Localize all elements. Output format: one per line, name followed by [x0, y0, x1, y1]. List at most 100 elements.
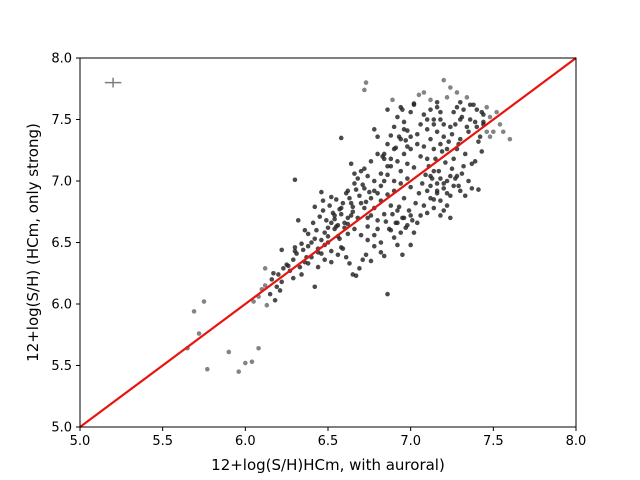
data-point	[385, 172, 390, 178]
data-point	[327, 203, 332, 208]
data-point	[433, 156, 438, 162]
data-point	[438, 176, 443, 181]
data-point	[416, 191, 422, 196]
data-point	[358, 200, 364, 206]
data-point	[388, 227, 394, 233]
data-point	[431, 146, 437, 152]
data-point	[434, 129, 440, 135]
data-point	[360, 182, 366, 187]
x-axis-label: 12+log(S/H)HCm, with auroral)	[211, 456, 445, 474]
data-point	[408, 134, 413, 140]
data-point	[454, 173, 460, 179]
data-point	[462, 151, 468, 157]
data-point	[309, 240, 314, 245]
data-point	[367, 189, 372, 195]
data-point	[403, 138, 409, 143]
data-point	[297, 264, 303, 270]
data-point	[423, 172, 428, 178]
data-point	[348, 161, 354, 167]
x-tick-label: 6.5	[318, 434, 339, 449]
data-point	[457, 136, 463, 142]
data-point	[401, 195, 407, 201]
data-point	[388, 133, 394, 138]
data-point	[371, 243, 377, 249]
data-point	[290, 275, 296, 281]
data-point	[205, 366, 210, 372]
data-point	[371, 178, 377, 184]
data-point	[371, 188, 377, 194]
data-point	[236, 369, 242, 374]
data-point	[305, 243, 311, 249]
data-point	[357, 193, 362, 199]
data-point	[405, 161, 410, 167]
data-point	[438, 213, 443, 218]
data-point	[391, 178, 397, 184]
data-point	[459, 171, 465, 176]
data-point	[421, 112, 427, 117]
data-point	[243, 360, 248, 366]
data-point	[416, 92, 422, 98]
data-point	[472, 119, 478, 125]
data-point	[279, 247, 285, 253]
data-point	[398, 168, 404, 174]
data-point	[362, 87, 367, 93]
x-tick-label: 8.0	[566, 434, 587, 449]
data-point	[375, 218, 380, 223]
data-point	[362, 205, 367, 211]
data-point	[363, 80, 369, 85]
data-point	[320, 208, 326, 213]
error-bar-layer	[104, 77, 122, 88]
data-point	[443, 160, 448, 165]
data-point	[350, 204, 356, 210]
data-point	[418, 213, 423, 218]
data-point	[466, 129, 471, 135]
data-point	[375, 134, 380, 140]
data-point	[477, 134, 483, 140]
data-point	[368, 213, 374, 218]
data-point	[484, 104, 490, 110]
data-point	[401, 215, 407, 221]
data-point	[286, 263, 291, 269]
data-point	[414, 141, 420, 147]
data-point	[324, 218, 329, 223]
data-point	[424, 127, 430, 132]
data-point	[419, 181, 425, 186]
data-point	[424, 156, 430, 162]
data-point	[421, 203, 427, 208]
data-point	[325, 234, 331, 239]
data-point	[360, 257, 366, 263]
data-point	[267, 291, 273, 297]
data-point	[408, 184, 413, 190]
data-point	[439, 149, 445, 154]
data-point	[365, 237, 370, 243]
data-point	[431, 205, 437, 211]
data-point	[406, 208, 412, 213]
data-point	[340, 200, 346, 206]
y-tick-label: 5.5	[51, 359, 72, 374]
data-point	[378, 250, 384, 255]
data-point	[438, 198, 443, 203]
data-point	[345, 231, 351, 237]
data-point	[474, 107, 480, 112]
data-point	[355, 176, 361, 181]
data-point	[448, 215, 453, 221]
data-point	[299, 241, 304, 247]
data-point	[448, 173, 453, 179]
data-point	[444, 191, 450, 196]
data-point	[431, 117, 437, 122]
data-point	[462, 193, 468, 199]
data-point	[381, 253, 387, 259]
data-point	[385, 192, 390, 197]
data-point	[281, 266, 286, 271]
data-point	[408, 242, 413, 248]
data-point	[378, 240, 384, 245]
data-point	[479, 149, 485, 154]
data-point	[395, 208, 400, 213]
data-point	[400, 252, 405, 258]
data-point	[353, 273, 359, 279]
data-point	[378, 171, 384, 176]
data-point	[269, 277, 275, 282]
data-point	[314, 227, 319, 233]
data-point	[277, 288, 283, 293]
data-point	[315, 264, 321, 270]
